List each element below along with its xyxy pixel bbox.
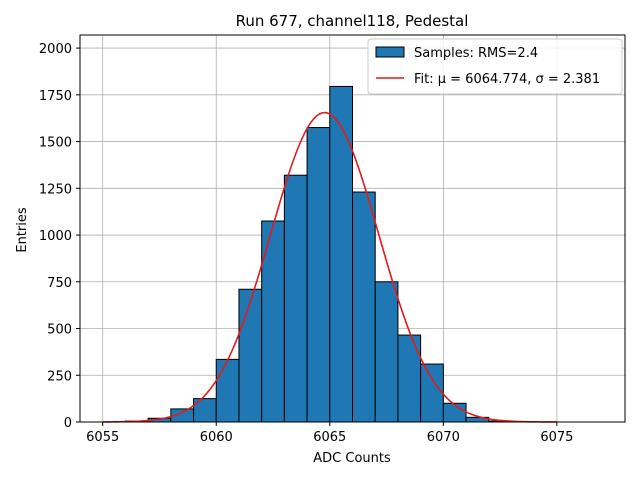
y-tick-label: 500 (47, 323, 72, 338)
y-tick-label: 750 (47, 276, 72, 291)
y-axis-ticks: 0 250 500 750 1000 1250 1500 1750 2000 (39, 42, 80, 431)
histogram-bar (306, 127, 331, 423)
y-tick-label: 2000 (39, 42, 72, 57)
histogram-bar (329, 85, 353, 423)
fit-curve (102, 111, 557, 423)
y-tick-label: 1250 (39, 182, 72, 197)
histogram-bar (215, 358, 240, 423)
histogram-bar (397, 334, 422, 423)
histogram-bars (124, 85, 512, 423)
y-tick-label: 1000 (39, 229, 72, 244)
plot-frame (79, 34, 626, 423)
legend-box (367, 38, 623, 95)
x-tick-label: 6065 (313, 430, 346, 445)
y-tick-label: 1500 (39, 136, 72, 151)
x-tick-label: 6055 (86, 430, 119, 445)
chart-title: Run 677, channel118, Pedestal (236, 12, 469, 30)
x-tick-label: 6070 (427, 430, 460, 445)
histogram-bar (283, 174, 308, 423)
legend: Samples: RMS=2.4 Fit: μ = 6064.774, σ = … (367, 38, 623, 95)
legend-fit-label: Fit: μ = 6064.774, σ = 2.381 (414, 72, 600, 87)
histogram-bar (352, 191, 376, 423)
y-axis-label: Entries (15, 207, 30, 253)
y-tick-label: 0 (64, 416, 72, 431)
histogram-bar (442, 402, 467, 423)
x-tick-label: 6060 (200, 430, 233, 445)
x-axis-ticks: 6055 6060 6065 6070 6075 (86, 422, 573, 445)
histogram-bar (374, 281, 399, 423)
x-tick-label: 6075 (540, 430, 573, 445)
histogram-bar (238, 288, 263, 423)
x-axis-label: ADC Counts (313, 451, 391, 466)
histogram-bar (420, 363, 444, 423)
y-tick-label: 250 (47, 369, 72, 384)
legend-histogram-label: Samples: RMS=2.4 (414, 46, 538, 61)
y-tick-label: 1750 (39, 89, 72, 104)
legend-histogram-swatch (375, 46, 405, 58)
